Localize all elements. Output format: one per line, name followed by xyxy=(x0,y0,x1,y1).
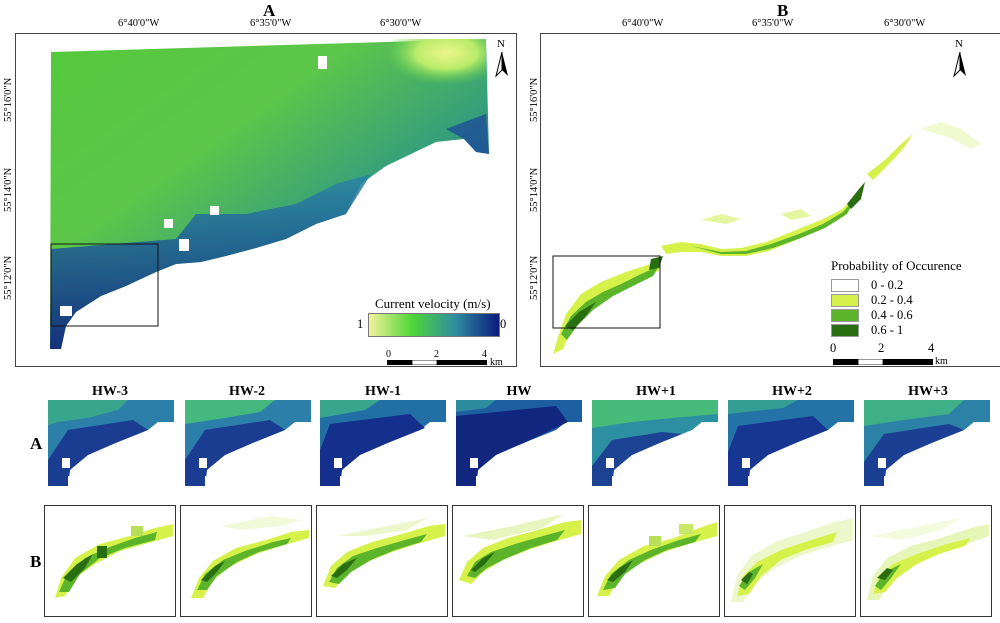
panel-b-lon-label: 6°40'0"W xyxy=(622,18,664,29)
probability-thumbnail xyxy=(316,505,448,617)
velocity-thumbnail xyxy=(320,400,448,486)
panel-b-lon-label: 6°35'0"W xyxy=(752,18,794,29)
panel-a-lon-label: 6°35'0"W xyxy=(250,18,292,29)
legend-label: 0.6 - 1 xyxy=(871,322,904,337)
current-velocity-map xyxy=(50,39,489,349)
panel-b-letter: B xyxy=(777,1,789,20)
velocity-thumbnail xyxy=(185,400,313,486)
time-step-label: HW-3 xyxy=(91,384,129,399)
panel-a-lat-label: 55°14'0"N xyxy=(3,167,14,212)
north-label-a: N xyxy=(497,38,505,50)
legend-label: 0.2 - 0.4 xyxy=(871,292,913,307)
panel-b-lat-label: 55°16'0"N xyxy=(529,77,540,122)
panel-b-lon-label: 6°30'0"W xyxy=(884,18,926,29)
scalebar-b-unit: km xyxy=(935,356,948,367)
velocity-thumbnail xyxy=(864,400,992,486)
row-b-label: B xyxy=(30,552,42,571)
velocity-thumbnail xyxy=(456,400,584,486)
probability-legend-item: 0.4 - 0.6 xyxy=(831,306,913,322)
scalebar-a xyxy=(387,360,487,365)
probability-legend-item: 0.2 - 0.4 xyxy=(831,291,913,307)
legend-label: 0.4 - 0.6 xyxy=(871,307,913,322)
velocity-thumbnail xyxy=(48,400,176,486)
panel-a-lat-label: 55°16'0"N xyxy=(3,77,14,122)
probability-legend-item: 0 - 0.2 xyxy=(831,276,904,292)
occurrence-probability-map xyxy=(552,122,981,354)
time-step-label: HW+1 xyxy=(636,384,676,399)
time-step-label: HW-2 xyxy=(228,384,266,399)
velocity-legend-title: Current velocity (m/s) xyxy=(375,296,491,311)
panel-b-map-frame xyxy=(540,33,1000,367)
north-label-b: N xyxy=(955,38,963,50)
scalebar-b-label: 2 xyxy=(878,341,885,355)
legend-swatch xyxy=(831,278,859,292)
velocity-color-ramp xyxy=(368,313,500,337)
north-arrow-icon xyxy=(495,51,508,78)
scalebar-b-label: 4 xyxy=(928,341,935,355)
legend-swatch xyxy=(831,323,859,337)
panel-a-letter: A xyxy=(263,1,276,20)
probability-thumbnail xyxy=(588,505,720,617)
row-a-label: A xyxy=(30,434,43,453)
legend-swatch xyxy=(831,293,859,307)
time-step-label: HW+2 xyxy=(772,384,812,399)
probability-thumbnail xyxy=(44,505,176,617)
north-arrow-icon xyxy=(953,51,966,78)
scalebar-a-unit: km xyxy=(490,357,503,368)
panel-a-map-frame xyxy=(15,33,517,367)
velocity-thumbnail xyxy=(728,400,856,486)
scalebar-a-label: 2 xyxy=(434,349,439,360)
probability-legend-item: 0.6 - 1 xyxy=(831,321,904,337)
probability-thumbnail xyxy=(180,505,312,617)
velocity-legend-max: 0 xyxy=(500,317,507,331)
scalebar-b xyxy=(833,359,933,365)
panel-b-lat-label: 55°12'0"N xyxy=(529,255,540,300)
scalebar-a-label: 0 xyxy=(386,349,391,360)
probability-thumbnail xyxy=(860,505,992,617)
scalebar-a-label: 4 xyxy=(482,349,487,360)
panel-a-lon-label: 6°30'0"W xyxy=(380,18,422,29)
probability-thumbnail xyxy=(724,505,856,617)
probability-thumbnail xyxy=(452,505,584,617)
panel-a-lat-label: 55°12'0"N xyxy=(3,255,14,300)
panel-a-lon-label: 6°40'0"W xyxy=(118,18,160,29)
probability-legend-title: Probability of Occurence xyxy=(831,258,962,273)
velocity-legend-min: 1 xyxy=(357,317,364,331)
north-arrow-b: N xyxy=(949,38,973,78)
panel-b-lat-label: 55°14'0"N xyxy=(529,167,540,212)
time-step-label: HW xyxy=(506,384,532,399)
scalebar-b-label: 0 xyxy=(830,341,837,355)
time-step-label: HW-1 xyxy=(364,384,402,399)
legend-swatch xyxy=(831,308,859,322)
time-step-label: HW+3 xyxy=(908,384,948,399)
velocity-thumbnail xyxy=(592,400,720,486)
legend-label: 0 - 0.2 xyxy=(871,277,904,292)
north-arrow-a: N xyxy=(491,38,515,78)
